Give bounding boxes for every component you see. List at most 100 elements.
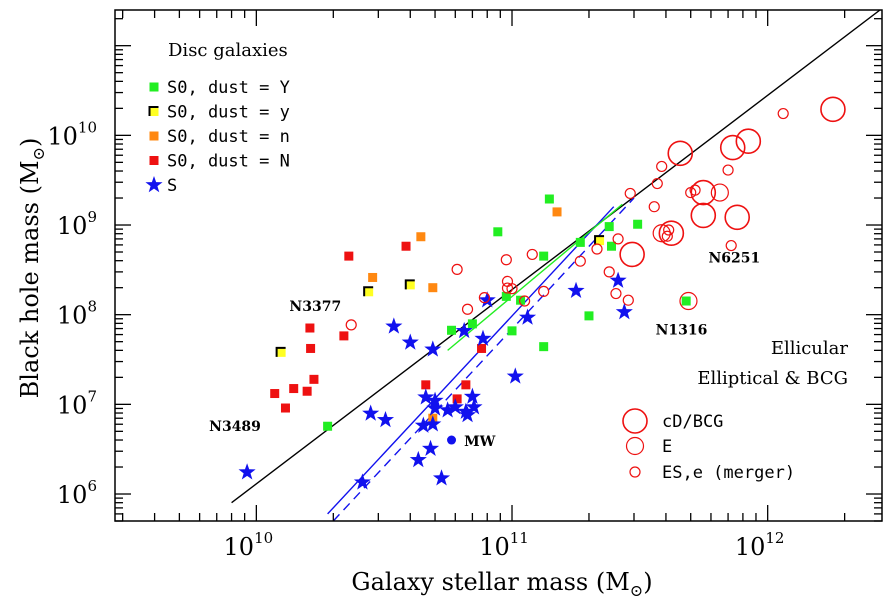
data-point <box>270 389 280 399</box>
legend-disc-galaxies: Disc galaxies S0, dust = Y S0, dust = y S0,… <box>145 40 290 196</box>
data-point <box>507 326 517 336</box>
data-point <box>493 227 503 237</box>
x-tick-label: 1011 <box>479 529 529 561</box>
legend-disc-label: S <box>167 176 177 196</box>
legend-disc-marker <box>149 82 159 92</box>
y-tick-label-base: 10 <box>57 481 88 509</box>
data-point <box>421 380 431 390</box>
data-point <box>690 202 717 229</box>
data-point <box>467 319 477 329</box>
data-point <box>323 421 333 431</box>
legend-disc-marker <box>149 131 159 141</box>
y-tick-label: 109 <box>57 208 97 240</box>
data-point <box>516 295 526 305</box>
annotation-label: N3489 <box>209 419 261 435</box>
data-point <box>719 134 746 161</box>
data-point <box>414 416 432 433</box>
data-point <box>607 241 617 251</box>
legend-ell-marker <box>629 466 641 478</box>
fit-line-1 <box>327 206 615 515</box>
data-point <box>679 291 698 311</box>
data-point <box>539 251 549 261</box>
x-tick-label-base: 10 <box>224 533 255 561</box>
series-s0-dust-y <box>323 194 691 431</box>
data-point-fill <box>595 236 605 246</box>
y-tick-label: 1010 <box>47 118 97 150</box>
data-point <box>656 160 668 173</box>
data-point <box>663 224 675 236</box>
data-point <box>417 388 435 405</box>
legend-ell-label: ES,e (merger) <box>662 463 795 483</box>
data-point <box>604 222 614 232</box>
data-point-fill <box>405 280 415 290</box>
y-tick-label-base: 10 <box>47 122 78 150</box>
data-point <box>455 321 473 339</box>
x-tick-label-exp: 11 <box>510 529 529 547</box>
data-point <box>651 177 663 190</box>
y-tick-label-exp: 9 <box>87 208 97 226</box>
data-point <box>368 272 378 282</box>
annotation-label: N1316 <box>656 322 708 338</box>
legend-ell-label: E <box>662 437 672 457</box>
data-point <box>404 279 415 290</box>
data-point <box>501 291 511 301</box>
plot-frame <box>114 9 883 522</box>
data-point <box>658 220 685 247</box>
point-annotations: N3377 N3489 N1316 N6251 MW <box>209 250 760 450</box>
y-tick-label-exp: 7 <box>87 387 97 405</box>
data-point <box>501 282 514 294</box>
data-point <box>648 201 660 213</box>
data-points <box>238 96 846 490</box>
data-point <box>567 281 585 298</box>
x-tick-label-base: 10 <box>735 533 766 561</box>
fit-line-0 <box>231 10 881 504</box>
data-point <box>457 402 475 419</box>
data-point <box>452 394 462 404</box>
series-s <box>238 271 633 490</box>
data-point <box>518 295 531 307</box>
y-tick-label-exp: 6 <box>87 477 97 495</box>
data-point <box>526 248 538 261</box>
data-point <box>725 239 737 252</box>
data-point <box>401 241 411 251</box>
data-point <box>724 204 751 231</box>
data-point <box>447 325 457 335</box>
data-point <box>478 291 496 308</box>
data-point <box>622 294 634 306</box>
data-point <box>376 410 395 428</box>
series-mw <box>447 435 457 445</box>
data-point <box>615 303 633 320</box>
data-point <box>552 207 562 217</box>
data-point <box>451 263 463 275</box>
legend-disc-marker-fill <box>149 107 159 116</box>
data-point <box>345 319 357 331</box>
legend-disc-label: S0, dust = Y <box>167 78 290 98</box>
data-point <box>610 287 622 300</box>
legend-disc-marker-edge <box>148 106 159 116</box>
data-point <box>652 224 671 243</box>
data-point <box>309 374 319 384</box>
x-tick-label-exp: 10 <box>254 529 273 547</box>
data-point <box>539 342 549 352</box>
legend-ell-marker <box>625 436 645 456</box>
data-point <box>820 96 846 123</box>
series-cd-bcg <box>619 96 846 268</box>
data-point <box>463 387 481 404</box>
data-point <box>401 333 419 350</box>
data-point-edge <box>404 279 415 290</box>
y-tick-label-exp: 10 <box>78 118 97 136</box>
data-point <box>424 415 442 432</box>
data-point <box>500 254 512 266</box>
data-point <box>506 283 518 295</box>
data-point <box>447 435 457 445</box>
legend-disc-title: Disc galaxies <box>168 40 288 61</box>
data-point <box>289 384 299 394</box>
data-point <box>339 331 349 341</box>
data-point <box>421 439 440 456</box>
data-point <box>344 251 354 261</box>
legend-ell-title-1: Ellicular <box>771 338 849 359</box>
annotation-label: MW <box>464 434 495 450</box>
data-point <box>584 311 594 321</box>
data-point <box>426 399 444 416</box>
